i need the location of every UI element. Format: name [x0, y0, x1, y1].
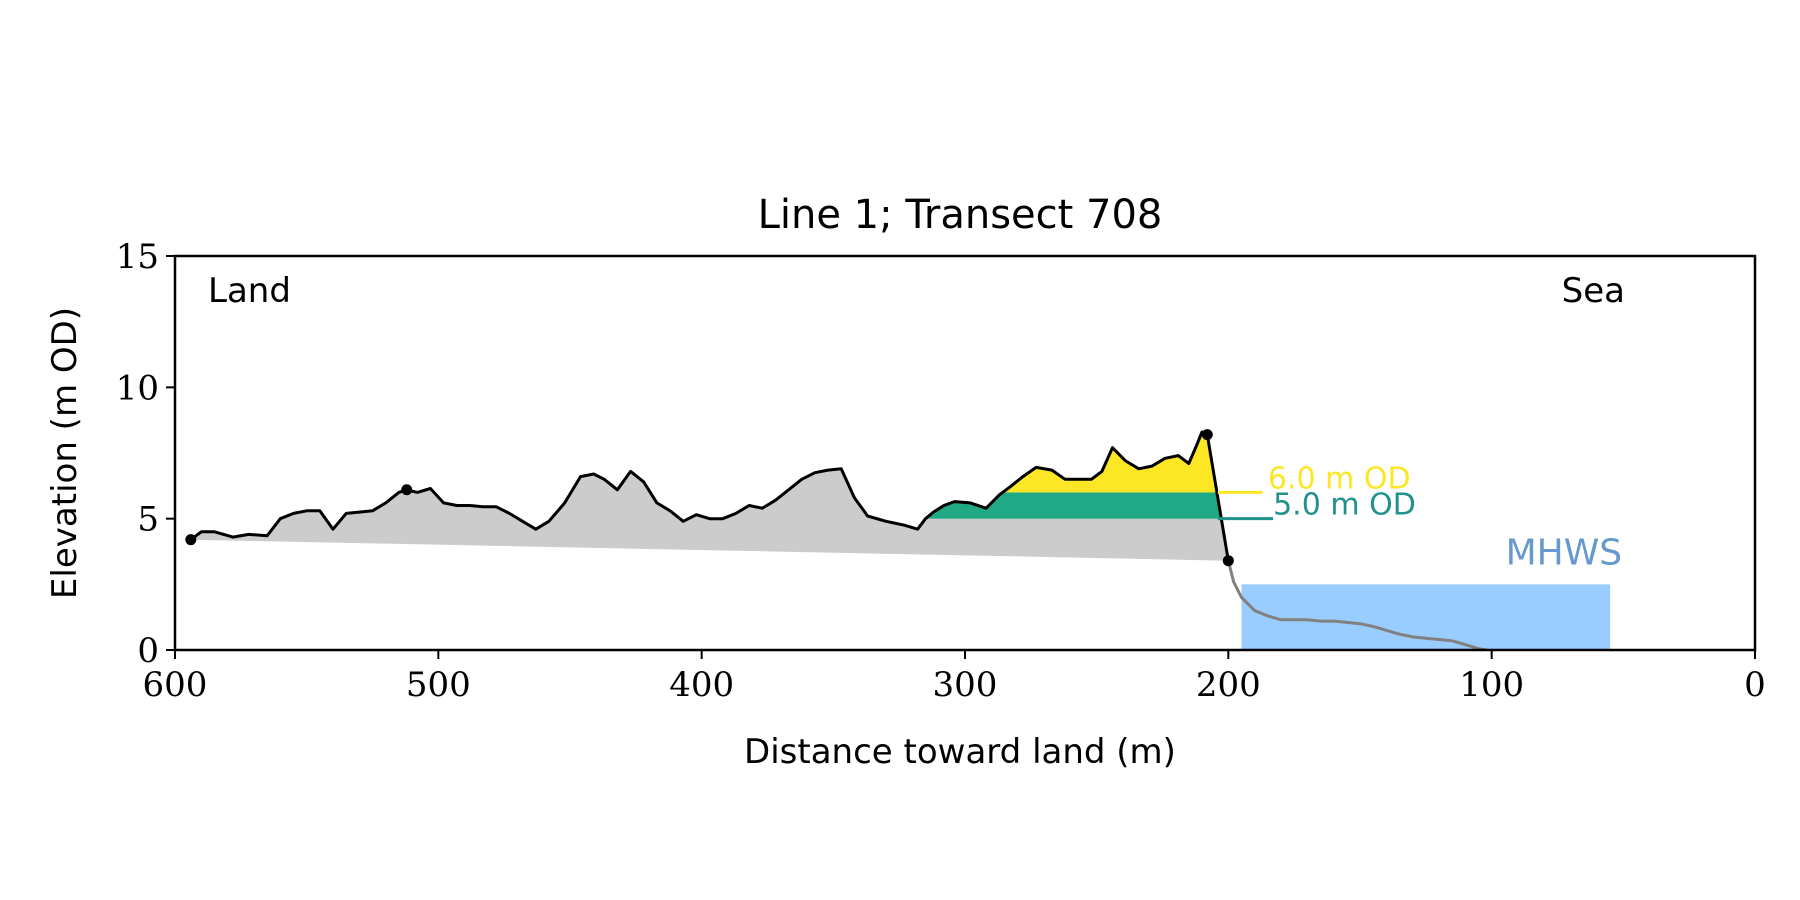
y-tick-label: 10	[116, 368, 159, 408]
x-tick-label: 0	[1744, 665, 1766, 705]
terrain-fill	[190, 432, 1229, 561]
cliff-face-line	[1205, 434, 1230, 561]
y-tick-label: 5	[137, 500, 159, 540]
mhws-label: MHWS	[1506, 532, 1623, 573]
plot-area: 6.0 m OD5.0 m OD MHWS	[185, 429, 1623, 650]
x-tick-label: 600	[143, 665, 208, 705]
threshold-label-1: 5.0 m OD	[1273, 488, 1416, 523]
profile-marker-1	[401, 484, 413, 496]
x-tick-label: 100	[1459, 665, 1524, 705]
x-tick-label: 200	[1196, 665, 1261, 705]
x-tick-label: 400	[669, 665, 734, 705]
x-axis-label: Distance toward land (m)	[744, 732, 1176, 772]
profile-line	[189, 430, 1208, 541]
band-5-to-6-m	[917, 492, 1229, 519]
y-axis-label: Elevation (m OD)	[45, 307, 85, 599]
profile-marker-3	[1222, 555, 1234, 567]
chart-title: Line 1; Transect 708	[758, 192, 1163, 238]
x-tick-label: 300	[933, 665, 998, 705]
threshold-label-0: 6.0 m OD	[1268, 461, 1411, 496]
y-axis: 0 5 10 15	[116, 237, 175, 671]
y-tick-label: 15	[116, 237, 159, 277]
x-axis: 600 500 400 300 200 100 0	[143, 650, 1766, 705]
sea-label: Sea	[1562, 271, 1625, 311]
foreshore-line	[1226, 560, 1487, 650]
profile-marker-0	[185, 534, 197, 546]
x-tick-label: 500	[406, 665, 471, 705]
land-label: Land	[208, 271, 291, 311]
mhws-water-level	[1241, 584, 1611, 650]
y-tick-label: 0	[137, 631, 159, 671]
profile-marker-2	[1201, 429, 1213, 441]
